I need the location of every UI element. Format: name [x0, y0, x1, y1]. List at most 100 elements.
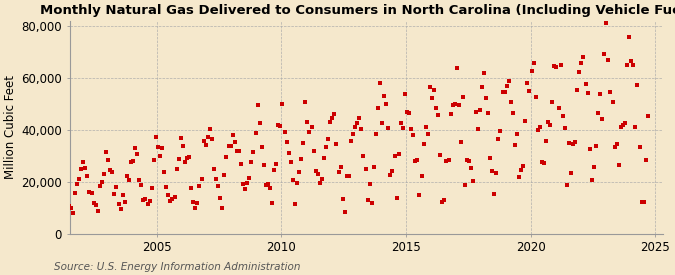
Point — [122, 174, 132, 179]
Point — [603, 57, 614, 62]
Point — [319, 156, 329, 160]
Point — [207, 137, 217, 141]
Point — [234, 149, 244, 153]
Point — [128, 159, 138, 164]
Point — [209, 167, 219, 171]
Point — [375, 81, 385, 86]
Point — [491, 171, 502, 176]
Point — [520, 119, 531, 123]
Point — [277, 101, 288, 106]
Point — [578, 55, 589, 59]
Point — [273, 123, 284, 127]
Point — [535, 125, 545, 129]
Point — [421, 125, 431, 130]
Point — [452, 66, 462, 70]
Point — [342, 174, 352, 178]
Point — [159, 170, 169, 175]
Point — [313, 172, 323, 177]
Point — [148, 158, 159, 162]
Point — [394, 152, 404, 156]
Point — [72, 182, 82, 186]
Point — [354, 116, 364, 120]
Point — [281, 140, 292, 144]
Point — [408, 133, 418, 137]
Point — [126, 160, 136, 164]
Point — [68, 211, 78, 215]
Point — [348, 132, 358, 136]
Point — [531, 95, 541, 99]
Point — [632, 83, 643, 88]
Point — [333, 170, 344, 174]
Point — [254, 121, 265, 125]
Point — [352, 121, 362, 125]
Point — [487, 169, 497, 174]
Point — [196, 177, 207, 181]
Point — [300, 100, 310, 104]
Point — [80, 166, 90, 170]
Point — [117, 192, 128, 197]
Point — [551, 65, 562, 69]
Point — [65, 206, 76, 211]
Point — [169, 195, 180, 199]
Point — [612, 141, 622, 146]
Point — [92, 209, 103, 213]
Point — [236, 162, 246, 166]
Point — [516, 167, 526, 172]
Point — [634, 145, 645, 149]
Point — [539, 161, 549, 165]
Point — [580, 82, 591, 87]
Point — [188, 200, 198, 204]
Point — [161, 185, 171, 189]
Point — [387, 169, 398, 173]
Point — [163, 193, 173, 197]
Point — [84, 190, 95, 194]
Point — [130, 145, 140, 150]
Point — [248, 149, 259, 154]
Point — [138, 198, 148, 203]
Point — [153, 145, 163, 149]
Point — [450, 102, 460, 106]
Point — [263, 182, 273, 186]
Point — [70, 191, 80, 195]
Point — [466, 165, 477, 170]
Point — [485, 156, 495, 161]
Point — [294, 170, 304, 174]
Point — [356, 127, 367, 131]
Point — [595, 92, 605, 96]
Point — [144, 199, 155, 203]
Point — [292, 181, 302, 186]
Point — [364, 182, 375, 186]
Point — [477, 84, 487, 89]
Point — [186, 185, 196, 190]
Point — [402, 110, 412, 114]
Point — [178, 144, 188, 148]
Point — [171, 166, 182, 171]
Point — [329, 112, 340, 116]
Point — [470, 109, 481, 114]
Point — [599, 52, 610, 56]
Point — [321, 145, 331, 149]
Point — [107, 170, 117, 175]
Point — [404, 111, 414, 116]
Point — [460, 183, 470, 188]
Point — [572, 88, 583, 93]
Point — [113, 202, 124, 206]
Point — [284, 150, 294, 155]
Point — [389, 153, 400, 158]
Point — [425, 85, 435, 89]
Point — [82, 174, 92, 178]
Point — [223, 143, 234, 148]
Point — [639, 200, 649, 204]
Point — [55, 172, 65, 176]
Point — [437, 200, 448, 204]
Point — [250, 131, 261, 135]
Point — [605, 90, 616, 94]
Point — [335, 164, 346, 169]
Point — [267, 201, 277, 205]
Point — [373, 105, 383, 110]
Point — [288, 177, 298, 182]
Title: Monthly Natural Gas Delivered to Consumers in North Carolina (Including Vehicle : Monthly Natural Gas Delivered to Consume… — [40, 4, 675, 17]
Point — [269, 168, 279, 172]
Point — [547, 100, 558, 104]
Point — [53, 161, 63, 166]
